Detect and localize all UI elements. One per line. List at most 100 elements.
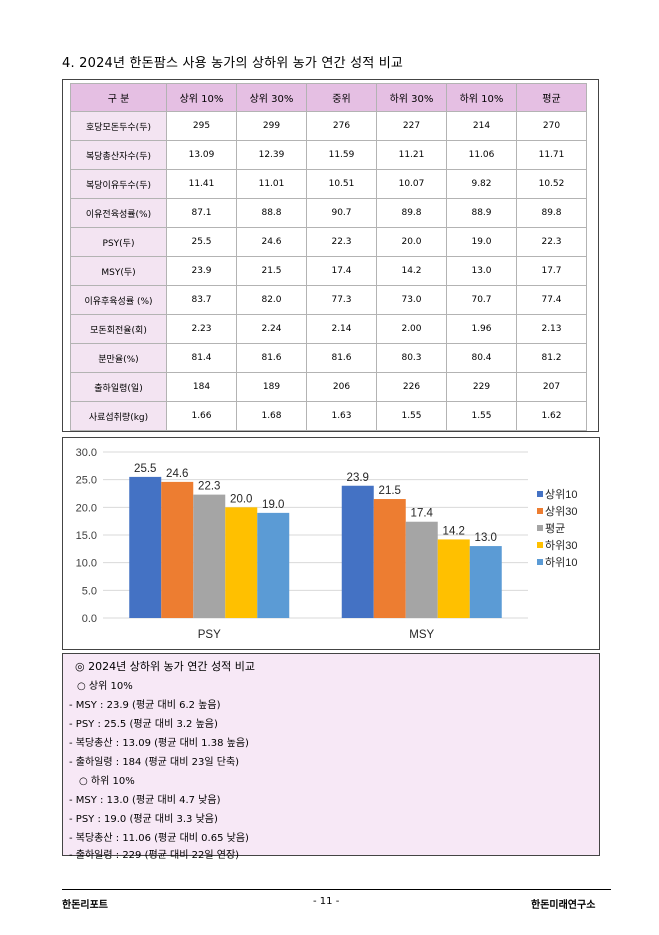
legend-label: 평균: [545, 522, 565, 535]
data-label: 13.0: [475, 532, 497, 544]
summary-box: ◎ 2024년 상하위 농가 연간 성적 비교 ○ 상위 10% - MSY :…: [62, 653, 600, 861]
cell-bottom30: 10.07: [376, 169, 447, 199]
data-label: 24.6: [166, 468, 188, 480]
cell-average: 77.4: [516, 285, 587, 315]
cell-bottom10: 9.82: [446, 169, 517, 199]
cell-bottom10: 80.4: [446, 343, 517, 373]
cell-average: 17.7: [516, 256, 587, 286]
data-label: 20.0: [230, 493, 252, 505]
top10-item-shipping: - 출하일령 : 184 (평균 대비 23일 단축): [69, 757, 240, 768]
legend-swatch: [537, 491, 543, 497]
cell-bottom30: 1.55: [376, 401, 447, 431]
bar: [257, 512, 290, 618]
footer-divider: [62, 889, 611, 890]
header-average: 평균: [516, 83, 587, 112]
cell-top30: 21.5: [236, 256, 307, 286]
cell-top30: 88.8: [236, 198, 307, 228]
cell-bottom30: 14.2: [376, 256, 447, 286]
cell-average: 1.62: [516, 401, 587, 431]
bottom10-item-msy: - MSY : 13.0 (평균 대비 4.7 낮음): [69, 795, 221, 806]
cell-average: 270: [516, 111, 587, 141]
cell-top30: 189: [236, 372, 307, 402]
cell-label: 호당모돈두수(두): [70, 111, 167, 141]
bottom10-item-shipping: - 출하일령 : 229 (평균 대비 22일 연장): [69, 850, 240, 861]
cell-label: 이유후육성률 (%): [70, 285, 167, 315]
page-title: 4. 2024년 한돈팜스 사용 농가의 상하위 농가 연간 성적 비교: [62, 56, 404, 71]
bottom10-heading: ○ 하위 10%: [79, 776, 135, 787]
cell-bottom10: 1.96: [446, 314, 517, 344]
bar: [341, 485, 374, 618]
top10-heading: ○ 상위 10%: [77, 681, 133, 692]
cell-bottom10: 70.7: [446, 285, 517, 315]
performance-table: 구 분 상위 10% 상위 30% 중위 하위 30% 하위 10% 평균 호당…: [70, 83, 587, 431]
cell-top10: 1.66: [166, 401, 237, 431]
legend-label: 상위30: [545, 505, 577, 518]
cell-middle: 10.51: [306, 169, 377, 199]
cell-top10: 184: [166, 372, 237, 402]
y-tick-label: 0.0: [82, 613, 97, 625]
y-tick-label: 30.0: [76, 447, 97, 459]
table-row: 복당총산자수(두) 13.09 12.39 11.59 11.21 11.06 11.71: [70, 140, 587, 170]
cell-bottom10: 214: [446, 111, 517, 141]
cell-label: 이유전육성률(%): [70, 198, 167, 228]
data-label: 22.3: [198, 481, 220, 493]
top10-item-litter: - 복당총산 : 13.09 (평균 대비 1.38 높음): [69, 738, 249, 749]
legend-swatch: [537, 525, 543, 531]
header-bottom10: 하위 10%: [446, 83, 517, 112]
bar: [161, 481, 194, 618]
cell-average: 207: [516, 372, 587, 402]
cell-top30: 24.6: [236, 227, 307, 257]
top10-item-msy: - MSY : 23.9 (평균 대비 6.2 높음): [69, 700, 221, 711]
legend-swatch: [537, 542, 543, 548]
category-label: PSY: [198, 629, 221, 641]
bar: [225, 507, 258, 618]
header-category: 구 분: [70, 83, 167, 112]
cell-bottom30: 227: [376, 111, 447, 141]
bar: [193, 494, 226, 618]
cell-label: 출하일령(일): [70, 372, 167, 402]
table-body: 호당모돈두수(두) 295 299 276 227 214 270 복당총산자수(두) 13.0…: [70, 111, 587, 431]
cell-top10: 87.1: [166, 198, 237, 228]
cell-bottom10: 88.9: [446, 198, 517, 228]
bar: [469, 546, 502, 618]
top10-item-psy: - PSY : 25.5 (평균 대비 3.2 높음): [69, 719, 218, 730]
footer-right: 한돈미래연구소: [531, 900, 596, 911]
page-number: - 11 -: [313, 896, 340, 907]
cell-top10: 11.41: [166, 169, 237, 199]
bar: [437, 539, 470, 618]
legend-label: 하위30: [545, 538, 577, 552]
table-row: 호당모돈두수(두) 295 299 276 227 214 270: [70, 111, 587, 141]
cell-bottom30: 89.8: [376, 198, 447, 228]
cell-bottom30: 226: [376, 372, 447, 402]
data-label: 14.2: [443, 525, 465, 537]
cell-bottom10: 1.55: [446, 401, 517, 431]
cell-middle: 2.14: [306, 314, 377, 344]
cell-average: 22.3: [516, 227, 587, 257]
cell-average: 81.2: [516, 343, 587, 373]
cell-top30: 82.0: [236, 285, 307, 315]
cell-bottom10: 13.0: [446, 256, 517, 286]
cell-label: PSY(두): [70, 227, 167, 257]
summary-title: ◎ 2024년 상하위 농가 연간 성적 비교: [75, 660, 256, 673]
data-label: 19.0: [262, 499, 284, 511]
cell-middle: 1.63: [306, 401, 377, 431]
legend-label: 상위10: [545, 488, 577, 501]
cell-bottom10: 11.06: [446, 140, 517, 170]
cell-middle: 11.59: [306, 140, 377, 170]
table-row: PSY(두) 25.5 24.6 22.3 20.0 19.0 22.3: [70, 227, 587, 257]
cell-top30: 2.24: [236, 314, 307, 344]
category-label: MSY: [409, 629, 434, 641]
y-tick-label: 20.0: [76, 502, 97, 514]
cell-bottom30: 11.21: [376, 140, 447, 170]
table-row: 출하일령(일) 184 189 206 226 229 207: [70, 372, 587, 402]
cell-middle: 276: [306, 111, 377, 141]
cell-label: 모돈회전율(회): [70, 314, 167, 344]
cell-middle: 81.6: [306, 343, 377, 373]
table-row: 사료섭취량(kg) 1.66 1.68 1.63 1.55 1.55 1.62: [70, 401, 587, 431]
cell-average: 2.13: [516, 314, 587, 344]
cell-average: 89.8: [516, 198, 587, 228]
cell-bottom10: 229: [446, 372, 517, 402]
header-middle: 중위: [306, 83, 377, 112]
cell-top30: 299: [236, 111, 307, 141]
y-tick-label: 10.0: [76, 558, 97, 570]
